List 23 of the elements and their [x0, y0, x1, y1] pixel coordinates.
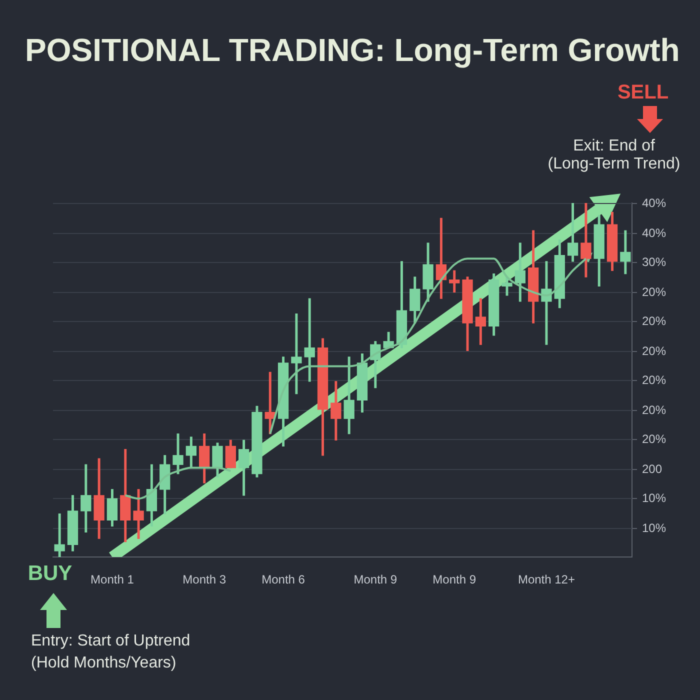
- text: Exit: End of (Long-Term Trend): [548, 137, 680, 172]
- text: 20%: [642, 314, 666, 328]
- x-tick-label: Month 9: [354, 572, 398, 587]
- x-tick-label: Month 1: [90, 572, 134, 587]
- text: 20%: [642, 284, 666, 299]
- text: 200: [642, 462, 662, 476]
- text: 20%: [642, 372, 666, 387]
- text: 20%: [642, 402, 666, 417]
- x-tick-label: Month 12+: [518, 572, 575, 587]
- text: 20%: [642, 344, 666, 358]
- text: 30%: [642, 254, 666, 269]
- text: 20%: [642, 432, 666, 446]
- x-tick-label: Month 9: [432, 572, 476, 587]
- text: 10%: [642, 520, 666, 535]
- text: 10%: [642, 490, 666, 505]
- chart-title: POSITIONAL TRADING: Long-Term Growth: [25, 32, 680, 68]
- text: 40%: [642, 226, 666, 240]
- text: Entry: Start of Uptrend (Hold Months/Years): [31, 632, 190, 672]
- text: SELL: [617, 82, 669, 104]
- x-tick-label: Month 6: [262, 572, 306, 587]
- text: 40%: [642, 196, 666, 210]
- x-tick-label: Month 3: [182, 572, 226, 587]
- text: BUY: [28, 562, 72, 585]
